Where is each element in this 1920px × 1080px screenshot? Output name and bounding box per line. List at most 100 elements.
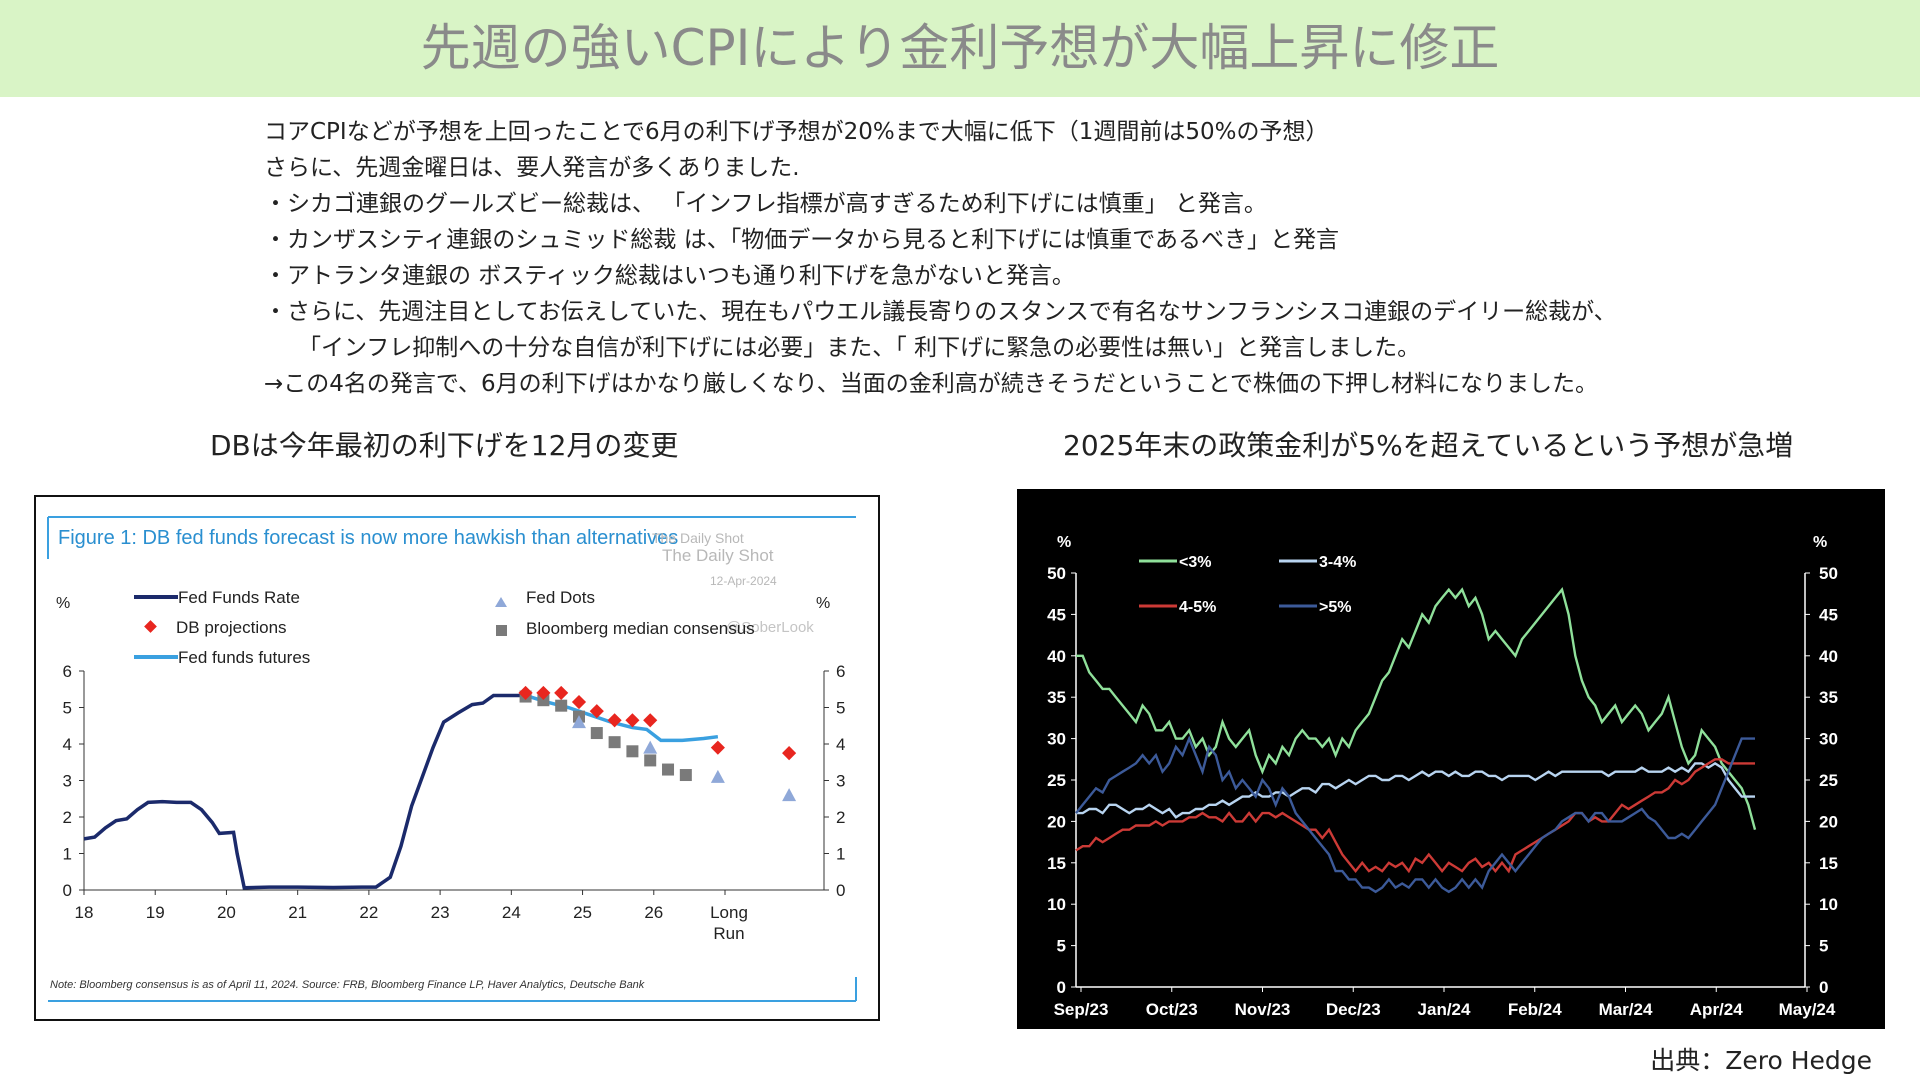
series-line (1076, 587, 1757, 831)
y-tick-label-left: 50 (1047, 564, 1066, 583)
commentary-text: コアCPIなどが予想を上回ったことで6月の利下げ予想が20%まで大幅に低下（1週… (264, 114, 1864, 402)
y-tick-label-left: 6 (63, 662, 72, 681)
legend-label: Fed Dots (526, 588, 595, 607)
legend-label: 3-4% (1319, 554, 1356, 571)
watermark-text: The Daily Shot (662, 546, 774, 565)
commentary-line: →この4名の発言で、6月の利下げはかなり厳しくなり、当面の金利高が続きそうだとい… (264, 371, 1599, 397)
x-tick-label: Jan/24 (1418, 1000, 1471, 1019)
fed-dots-marker (643, 740, 658, 754)
y-axis-unit-left: % (1057, 534, 1071, 551)
y-tick-label-right: 35 (1819, 688, 1838, 707)
series-line (1075, 735, 1755, 894)
commentary-line: ・アトランタ連銀の ボスティック総裁はいつも通り利下げを急がないと発言。 (264, 263, 1075, 289)
watermark-text: The Daily Shot (652, 530, 744, 546)
watermark-text: @SoberLook (726, 619, 814, 636)
commentary-line: 「インフレ抑制への十分な自信が利下げには必要」また、「 利下げに緊急の必要性は無… (298, 335, 1421, 361)
x-tick-label: Mar/24 (1599, 1000, 1653, 1019)
y-tick-label-left: 0 (1057, 978, 1066, 997)
x-tick-label: Sep/23 (1054, 1000, 1109, 1019)
db-fed-funds-chart-svg: Figure 1: DB fed funds forecast is now m… (47, 516, 857, 1002)
bloomberg-consensus-marker (662, 763, 675, 776)
db-fed-funds-chart: Figure 1: DB fed funds forecast is now m… (34, 495, 880, 1021)
commentary-line: コアCPIなどが予想を上回ったことで6月の利下げ予想が20%まで大幅に低下（1週… (264, 119, 1329, 145)
legend-label: Bloomberg median consensus (526, 619, 755, 638)
page-title: 先週の強いCPIにより金利予想が大幅上昇に修正 (420, 19, 1500, 77)
legend-label: DB projections (176, 618, 287, 637)
policy-rate-probability-chart: %% 0 0 5 5 10 10 15 15 20 20 25 25 30 30 35 35 40 40 45 45 50… (1017, 489, 1885, 1029)
y-tick-label-left: 10 (1047, 895, 1066, 914)
y-tick-label-right: 25 (1819, 771, 1838, 790)
db-projection-marker (782, 746, 797, 761)
legend-label: Fed funds futures (178, 648, 310, 667)
y-tick-label-right: 5 (836, 699, 845, 718)
legend-label: <3% (1179, 554, 1211, 571)
y-tick-label-right: 10 (1819, 895, 1838, 914)
x-tick-label: 21 (288, 903, 307, 922)
x-tick-label: 25 (573, 903, 592, 922)
db-projection-marker (643, 713, 658, 728)
y-tick-label-right: 15 (1819, 854, 1838, 873)
commentary-line: ・さらに、先週注目としてお伝えしていた、現在もパウエル議長寄りのスタンスで有名な… (264, 299, 1617, 325)
series-line (1076, 761, 1755, 819)
y-tick-label-right: 0 (1819, 978, 1828, 997)
y-tick-label-left: 15 (1047, 854, 1066, 873)
y-tick-label-left: 20 (1047, 812, 1066, 831)
legend-swatch-db-projections (144, 620, 157, 633)
db-projection-marker (710, 740, 725, 755)
legend-label: Fed Funds Rate (178, 588, 300, 607)
x-tick-label: 18 (75, 903, 94, 922)
y-tick-label-left: 35 (1047, 688, 1066, 707)
y-tick-label-right: 1 (836, 845, 845, 864)
series-fed-funds-rate (83, 693, 530, 890)
y-tick-label-right: 30 (1819, 730, 1838, 749)
y-tick-label-right: 50 (1819, 564, 1838, 583)
db-projection-marker (607, 713, 622, 728)
x-tick-label: 24 (502, 903, 521, 922)
y-tick-label-left: 3 (63, 772, 72, 791)
bloomberg-consensus-marker (555, 699, 568, 712)
fed-dots-marker (710, 769, 725, 783)
chart-note: Note: Bloomberg consensus is as of April… (50, 979, 645, 991)
db-projection-marker (625, 713, 640, 728)
commentary-line: ・シカゴ連銀のグールズビー総裁は、 「インフレ指標が高すぎるため利下げには慎重」… (264, 191, 1267, 217)
commentary-line: さらに、先週金曜日は、要人発言が多くありました. (264, 155, 800, 181)
chart-title: Figure 1: DB fed funds forecast is now m… (58, 527, 678, 549)
x-tick-label: Dec/23 (1326, 1000, 1381, 1019)
db-projection-marker (571, 694, 587, 710)
watermark-text: 12-Apr-2024 (710, 574, 777, 588)
legend-swatch-bloomberg-median (496, 625, 507, 636)
legend-label: 4-5% (1179, 599, 1216, 616)
y-tick-label-right: 40 (1819, 647, 1838, 666)
x-tick-label: Apr/24 (1690, 1000, 1743, 1019)
commentary-line: ・カンザスシティ連銀のシュミッド総裁 は、「物価データから見ると利下げには慎重で… (264, 227, 1339, 253)
y-axis-unit-right: % (1813, 534, 1827, 551)
bloomberg-consensus-marker (590, 727, 603, 740)
series-line (1075, 758, 1755, 874)
title-banner: 先週の強いCPIにより金利予想が大幅上昇に修正 (0, 0, 1920, 97)
db-projection-marker (554, 685, 569, 700)
x-tick-label: Feb/24 (1508, 1000, 1562, 1019)
fed-dots-marker (782, 788, 797, 802)
x-tick-label: 26 (644, 903, 663, 922)
y-tick-label-left: 5 (63, 699, 72, 718)
bloomberg-consensus-marker (626, 745, 639, 758)
x-tick-label: 22 (359, 903, 378, 922)
y-tick-label-right: 3 (836, 772, 845, 791)
y-tick-label-left: 4 (63, 735, 72, 754)
x-tick-label: Run (713, 924, 744, 943)
policy-rate-probability-chart-svg: % % 0 0 5 5 10 10 15 15 20 20 25 25 30 30 35 35 40 40 45 45 50… (1047, 534, 1838, 1019)
bloomberg-consensus-marker (644, 754, 657, 767)
x-tick-label: 20 (217, 903, 236, 922)
series-fed-funds-futures (525, 693, 719, 743)
y-tick-label-right: 20 (1819, 812, 1838, 831)
y-axis-unit-right: % (816, 595, 830, 612)
source-credit: 出典：Zero Hedge (1650, 1046, 1872, 1075)
y-tick-label-left: 30 (1047, 730, 1066, 749)
legend-label: >5% (1319, 599, 1351, 616)
bloomberg-consensus-marker (679, 769, 692, 782)
y-tick-label-left: 5 (1057, 937, 1066, 956)
x-tick-label: 23 (431, 903, 450, 922)
y-tick-label-left: 25 (1047, 771, 1066, 790)
x-tick-label: May/24 (1779, 1000, 1836, 1019)
y-tick-label-left: 0 (63, 881, 72, 900)
